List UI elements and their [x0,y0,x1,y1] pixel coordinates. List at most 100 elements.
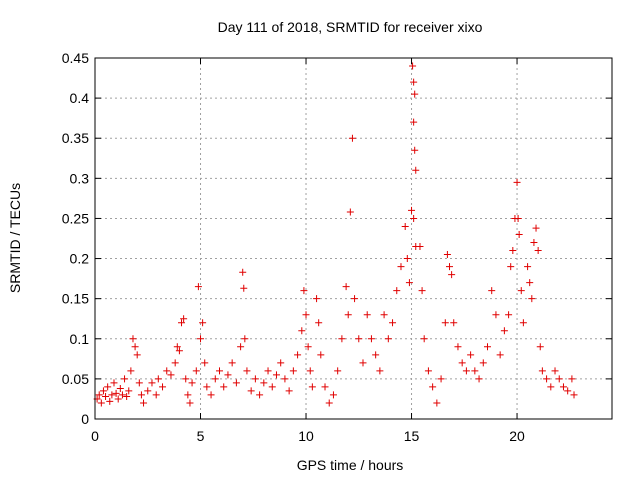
data-point [112,389,120,397]
data-point [97,399,105,407]
data-point [243,367,251,375]
data-point [543,375,551,383]
y-axis-label: SRMTID / TECUs [7,183,23,293]
data-point [555,375,563,383]
data-point [507,263,515,271]
data-point [110,379,118,387]
data-point [232,379,240,387]
data-point [325,399,333,407]
data-point [241,335,249,343]
data-point [144,387,152,395]
y-tick-label: 0.35 [62,130,89,146]
data-point [240,284,248,292]
data-point [433,399,441,407]
data-point [125,387,133,395]
data-point [152,391,160,399]
x-tick-label: 10 [298,428,314,444]
data-point [159,383,167,391]
data-point [173,343,181,351]
data-point [483,343,491,351]
data-point [564,387,572,395]
data-point [171,359,179,367]
data-point [167,371,175,379]
x-tick-label: 20 [509,428,525,444]
y-tick-label: 0.15 [62,291,89,307]
data-point [393,287,401,295]
data-point [532,224,540,232]
data-point [129,335,137,343]
x-tick-label: 0 [91,428,99,444]
data-point [467,351,475,359]
data-point [175,347,183,355]
data-point [475,375,483,383]
data-point [114,395,122,403]
data-point [359,359,367,367]
data-point [264,367,272,375]
data-point [403,255,411,263]
data-point [315,319,323,327]
data-point [408,206,416,214]
y-tick-label: 0.3 [70,170,90,186]
data-point [509,247,517,255]
data-point [127,367,135,375]
data-point [429,383,437,391]
grid [95,58,612,419]
data-point [479,359,487,367]
data-point [121,375,129,383]
data-point [186,399,194,407]
chart-title: Day 111 of 2018, SRMTID for receiver xix… [218,19,483,35]
data-point [418,287,426,295]
x-tick-label: 15 [404,428,420,444]
data-point [133,351,141,359]
data-point [513,178,521,186]
data-point [95,391,103,399]
data-point [559,383,567,391]
data-point [551,367,559,375]
data-point [298,327,306,335]
data-point [410,214,418,222]
y-tick-label: 0.45 [62,50,89,66]
x-tick-label: 5 [197,428,205,444]
data-point [99,387,107,395]
data-point [570,391,578,399]
data-point [256,391,264,399]
data-point [355,335,363,343]
data-point [376,367,384,375]
data-point [306,367,314,375]
data-point [237,343,245,351]
data-point [547,383,555,391]
data-point [192,367,200,375]
data-point [338,335,346,343]
data-point [380,311,388,319]
y-tick-label: 0 [81,411,89,427]
data-point [409,62,417,70]
data-point [420,335,428,343]
data-point [346,208,354,216]
data-point [239,268,247,276]
data-points [93,62,578,407]
data-point [317,351,325,359]
data-point [488,287,496,295]
data-point [351,295,359,303]
plot-frame [94,57,613,420]
data-point [131,343,139,351]
data-point [106,397,114,405]
data-point [462,367,470,375]
data-point [211,375,219,383]
data-point [450,319,458,327]
data-point [289,367,297,375]
data-point [224,371,232,379]
data-point [285,387,293,395]
data-point [135,379,143,387]
data-point [530,239,538,247]
data-point [118,391,126,399]
data-point [116,385,124,393]
data-point [334,367,342,375]
data-point [410,78,418,86]
data-point [207,391,215,399]
data-point [568,375,576,383]
data-point [492,311,500,319]
data-point [294,351,302,359]
data-point [410,118,418,126]
